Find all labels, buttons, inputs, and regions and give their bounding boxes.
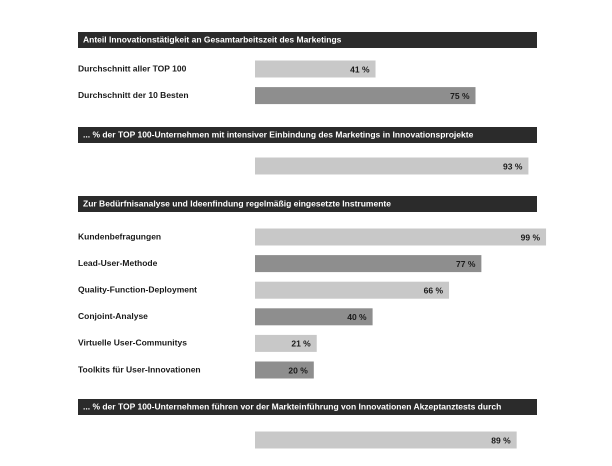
- value-label: 99 %: [521, 232, 541, 242]
- section-title: ... % der TOP 100-Unternehmen führen vor…: [83, 401, 501, 411]
- category-label: Durchschnitt der 10 Besten: [78, 90, 189, 100]
- category-label: Durchschnitt aller TOP 100: [78, 63, 187, 73]
- value-label: 93 %: [503, 161, 523, 171]
- bar: [255, 334, 317, 352]
- value-label: 20 %: [288, 365, 308, 375]
- bar: [255, 308, 373, 326]
- category-label: Lead-User-Methode: [78, 258, 158, 268]
- section-header: [78, 399, 537, 415]
- category-label: Kundenbefragungen: [78, 231, 161, 241]
- value-label: 89 %: [491, 435, 511, 445]
- value-label: 41 %: [350, 64, 370, 74]
- value-label: 66 %: [424, 285, 444, 295]
- bar: [255, 157, 529, 175]
- category-label: Virtuelle User-Communitys: [78, 338, 187, 348]
- section-header: [78, 196, 537, 212]
- bar: [255, 60, 376, 78]
- value-label: 21 %: [291, 339, 311, 349]
- bar: [255, 361, 314, 379]
- value-label: 75 %: [450, 91, 470, 101]
- bar: [255, 87, 476, 105]
- value-label: 77 %: [456, 259, 476, 269]
- category-label: Conjoint-Analyse: [78, 311, 148, 321]
- bar: [255, 255, 482, 273]
- section-header: [78, 32, 537, 48]
- value-label: 40 %: [347, 312, 367, 322]
- section-header: [78, 127, 537, 143]
- section-title: ... % der TOP 100-Unternehmen mit intens…: [83, 129, 474, 139]
- bar: [255, 228, 547, 246]
- category-label: Toolkits für User-Innovationen: [78, 364, 201, 374]
- bar: [255, 431, 517, 449]
- section-title: Zur Bedürfnisanalyse und Ideenfindung re…: [83, 198, 391, 208]
- bar: [255, 281, 450, 299]
- category-label: Quality-Function-Deployment: [78, 284, 197, 294]
- section-title: Anteil Innovationstätigkeit an Gesamtarb…: [83, 34, 342, 44]
